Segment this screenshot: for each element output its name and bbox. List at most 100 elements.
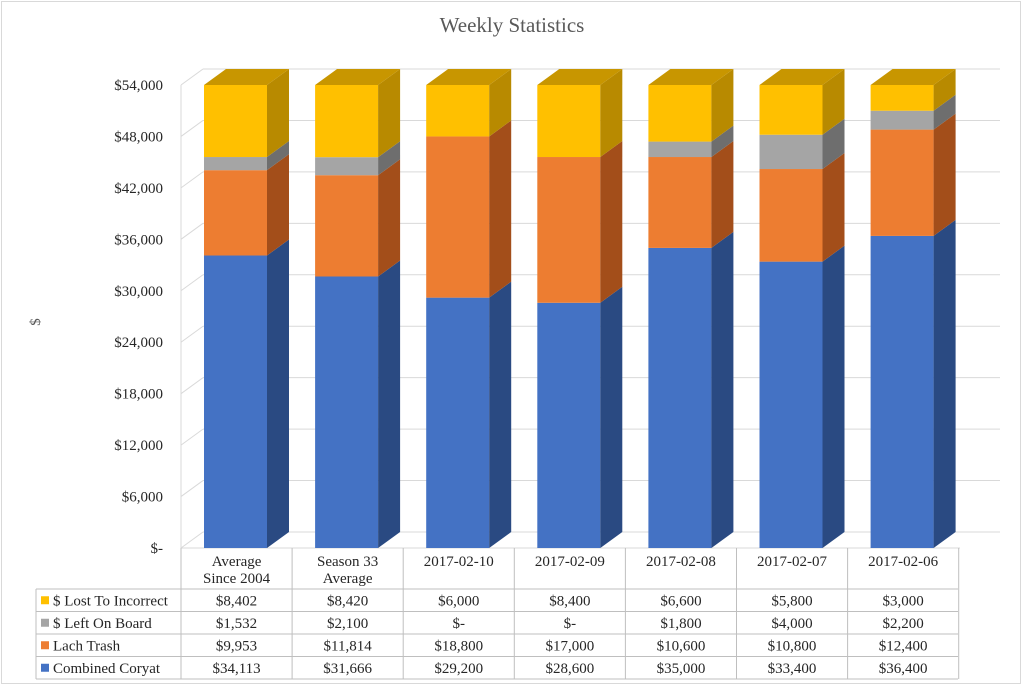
bar-stack (426, 69, 512, 548)
category-label: 2017-02-09 (535, 554, 605, 570)
table-cell-value: $11,814 (324, 638, 373, 654)
y-tick-label: $42,000 (114, 181, 163, 197)
bar-stack (759, 69, 845, 549)
bar-segment-side (711, 231, 734, 548)
bar-segment-front (648, 85, 712, 142)
bar-segment-front (870, 110, 934, 130)
bar-segment-front (870, 235, 934, 549)
table-cell-value: $2,200 (883, 616, 924, 632)
stacked-bars (204, 69, 956, 549)
bar-segment-side (933, 69, 956, 111)
gridline-depth (180, 428, 204, 446)
bar-segment-side (600, 69, 623, 158)
bar-segment-side (600, 286, 623, 548)
category-label: 2017-02-10 (424, 554, 494, 570)
y-axis-ticks: $- $6,000 $12,000 $18,000 $24,000 $30,000 $36,… (114, 78, 163, 557)
gridline-depth (180, 480, 204, 497)
series-name: Lach Trash (53, 638, 121, 654)
legend-key (41, 618, 49, 627)
bar-segment-side (378, 69, 401, 158)
bar-segment-side (933, 113, 956, 236)
bar-stack (537, 69, 623, 548)
bar-segment-side (822, 153, 845, 262)
bar-segment-side (378, 141, 401, 176)
table-cell-value: $- (453, 616, 466, 632)
bar-segment-front (315, 157, 379, 176)
bar-segment-front (759, 169, 823, 262)
bar-stack (648, 69, 734, 548)
bar-segment-front (315, 175, 379, 277)
gridline-depth (180, 274, 204, 292)
y-tick-label: $12,000 (114, 438, 163, 454)
y-tick-label: $18,000 (114, 387, 163, 403)
bar-segment-side (489, 281, 512, 548)
bar-segment-front (315, 85, 379, 158)
bar-segment-side (711, 69, 734, 142)
bar-segment-side (822, 245, 845, 549)
y-tick-label: $30,000 (114, 284, 163, 300)
bar-segment-front (426, 85, 490, 137)
table-cell-value: $36,400 (879, 661, 928, 677)
table-cell-value: $10,600 (657, 638, 706, 654)
table-cell-value: $8,402 (216, 593, 257, 609)
bar-segment-side (711, 125, 734, 158)
bar-segment-top (759, 69, 845, 85)
series-name: $ Lost To Incorrect (53, 593, 169, 609)
legend-key (41, 596, 49, 605)
bar-segment-front (204, 85, 267, 158)
table-cell-value: $9,953 (216, 638, 257, 654)
bar-segment-front (204, 170, 267, 256)
legend-key (41, 641, 49, 650)
bar-segment-top (204, 69, 289, 85)
y-tick-label: $48,000 (114, 129, 163, 145)
category-label: 2017-02-08 (646, 554, 716, 570)
gridline-depth (180, 68, 204, 86)
y-tick-label: $6,000 (122, 490, 163, 506)
bar-segment-top (315, 69, 401, 85)
bar-segment-front (204, 157, 267, 171)
table-cell-value: $1,532 (216, 616, 257, 632)
bar-segment-top (870, 69, 956, 85)
category-label: Since 2004 (203, 571, 271, 587)
bar-segment-front (537, 157, 601, 303)
table-cell-value: $4,000 (771, 616, 812, 632)
table-cell-value: $6,000 (438, 593, 479, 609)
bar-segment-side (267, 154, 289, 256)
table-cell-value: $1,800 (660, 616, 701, 632)
bar-segment-front (648, 247, 712, 548)
table-cell-value: $17,000 (545, 638, 594, 654)
bar-segment-front (870, 85, 934, 111)
table-cell-value: $- (564, 616, 577, 632)
bar-segment-side (822, 69, 845, 135)
gridline-depth (180, 325, 204, 343)
bar-segment-side (267, 69, 289, 158)
bar-segment-front (648, 157, 712, 248)
bar-segment-front (426, 136, 490, 298)
bar-segment-front (426, 297, 490, 548)
gridline-depth (180, 377, 204, 395)
table-cell-value: $2,100 (327, 616, 368, 632)
table-cell-value: $3,000 (883, 593, 924, 609)
table-cell-value: $8,420 (327, 593, 368, 609)
bar-segment-front (759, 261, 823, 548)
gridline-depth (180, 531, 204, 549)
bar-segment-front (759, 85, 823, 135)
table-cell-value: $5,800 (771, 593, 812, 609)
bar-segment-top (426, 69, 512, 85)
bar-segment-side (267, 239, 289, 548)
bar-segment-side (711, 141, 734, 248)
series-name: $ Left On Board (53, 616, 152, 632)
y-tick-label: $- (151, 541, 164, 557)
bar-segment-front (870, 129, 934, 236)
table-cell-value: $6,600 (660, 593, 701, 609)
bar-segment-side (933, 94, 956, 130)
table-cell-value: $10,800 (768, 638, 817, 654)
table-cell-value: $35,000 (657, 661, 706, 677)
bar-stack (204, 69, 289, 548)
gridline-depth (180, 120, 204, 137)
legend-key (41, 663, 49, 672)
bar-segment-side (378, 260, 401, 548)
table-cell-value: $33,400 (768, 661, 817, 677)
